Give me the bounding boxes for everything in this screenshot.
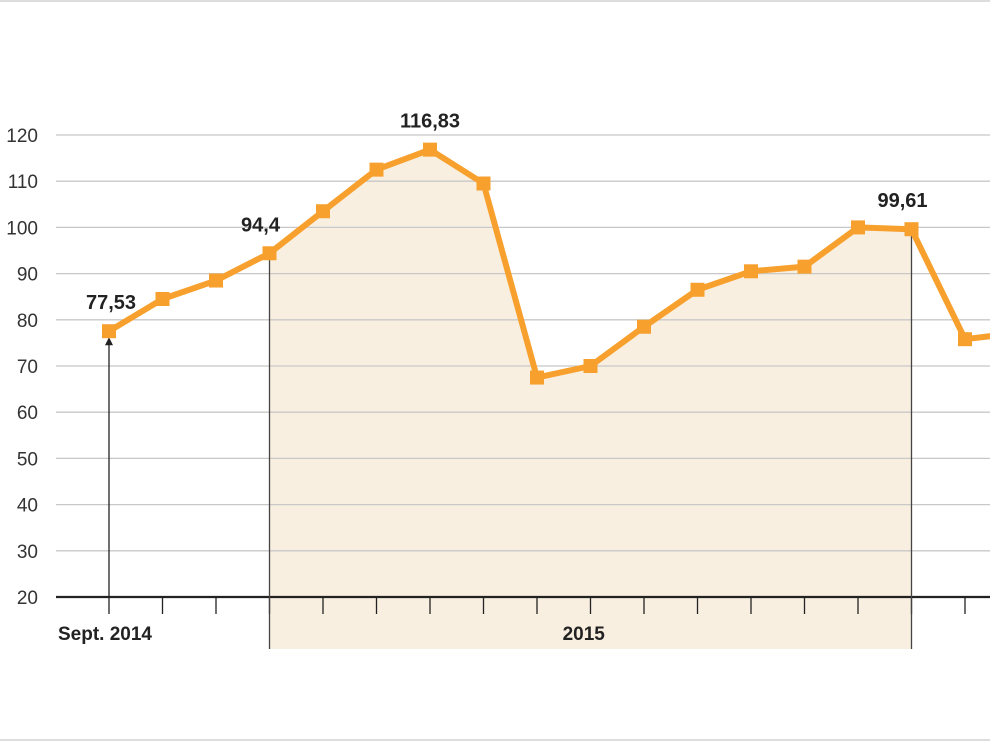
data-label: 99,61 <box>877 190 927 212</box>
y-axis-labels: 20 30 40 50 60 70 80 90 100 110 120 <box>6 126 38 609</box>
x-axis-labels: Sept. 2014 2015 <box>58 624 605 645</box>
data-labels: 77,53 94,4 116,83 99,61 <box>86 111 928 315</box>
data-point <box>155 292 170 307</box>
data-label: 116,83 <box>400 111 460 133</box>
grid-lines <box>56 134 990 552</box>
y-tick-label: 30 <box>17 542 38 563</box>
y-tick-label: 60 <box>17 403 38 424</box>
data-point <box>209 273 223 288</box>
x-axis-label: 2015 <box>563 624 606 645</box>
data-point <box>369 162 384 177</box>
y-tick-label: 90 <box>17 265 38 286</box>
data-point <box>583 359 598 373</box>
data-label: 77,53 <box>86 292 136 314</box>
data-point <box>744 264 758 279</box>
series-line <box>107 146 990 381</box>
highlight-band <box>269 149 912 650</box>
x-axis-label: Sept. 2014 <box>58 624 152 645</box>
highlight-area <box>269 149 912 650</box>
data-label: 94,4 <box>241 214 281 236</box>
y-tick-label: 50 <box>17 449 38 470</box>
y-tick-label: 120 <box>6 126 38 147</box>
data-point <box>476 176 491 191</box>
series-line-path <box>107 146 990 381</box>
data-point <box>797 259 812 274</box>
data-point <box>316 204 330 219</box>
data-point <box>851 220 865 235</box>
y-tick-label: 80 <box>17 311 38 332</box>
data-point <box>690 282 705 297</box>
annotation-pointers <box>105 229 913 649</box>
pointer-arrow <box>105 337 113 346</box>
y-tick-label: 20 <box>17 588 38 609</box>
data-point <box>423 142 437 157</box>
data-point <box>530 370 544 385</box>
y-tick-label: 110 <box>8 172 38 193</box>
y-tick-label: 40 <box>17 496 38 517</box>
y-tick-label: 70 <box>17 357 38 378</box>
data-point <box>958 332 972 347</box>
data-point <box>262 246 277 261</box>
data-point <box>102 324 116 339</box>
y-tick-label: 100 <box>6 218 38 239</box>
data-point <box>637 319 651 334</box>
data-point <box>904 222 919 237</box>
series-points <box>102 142 972 385</box>
